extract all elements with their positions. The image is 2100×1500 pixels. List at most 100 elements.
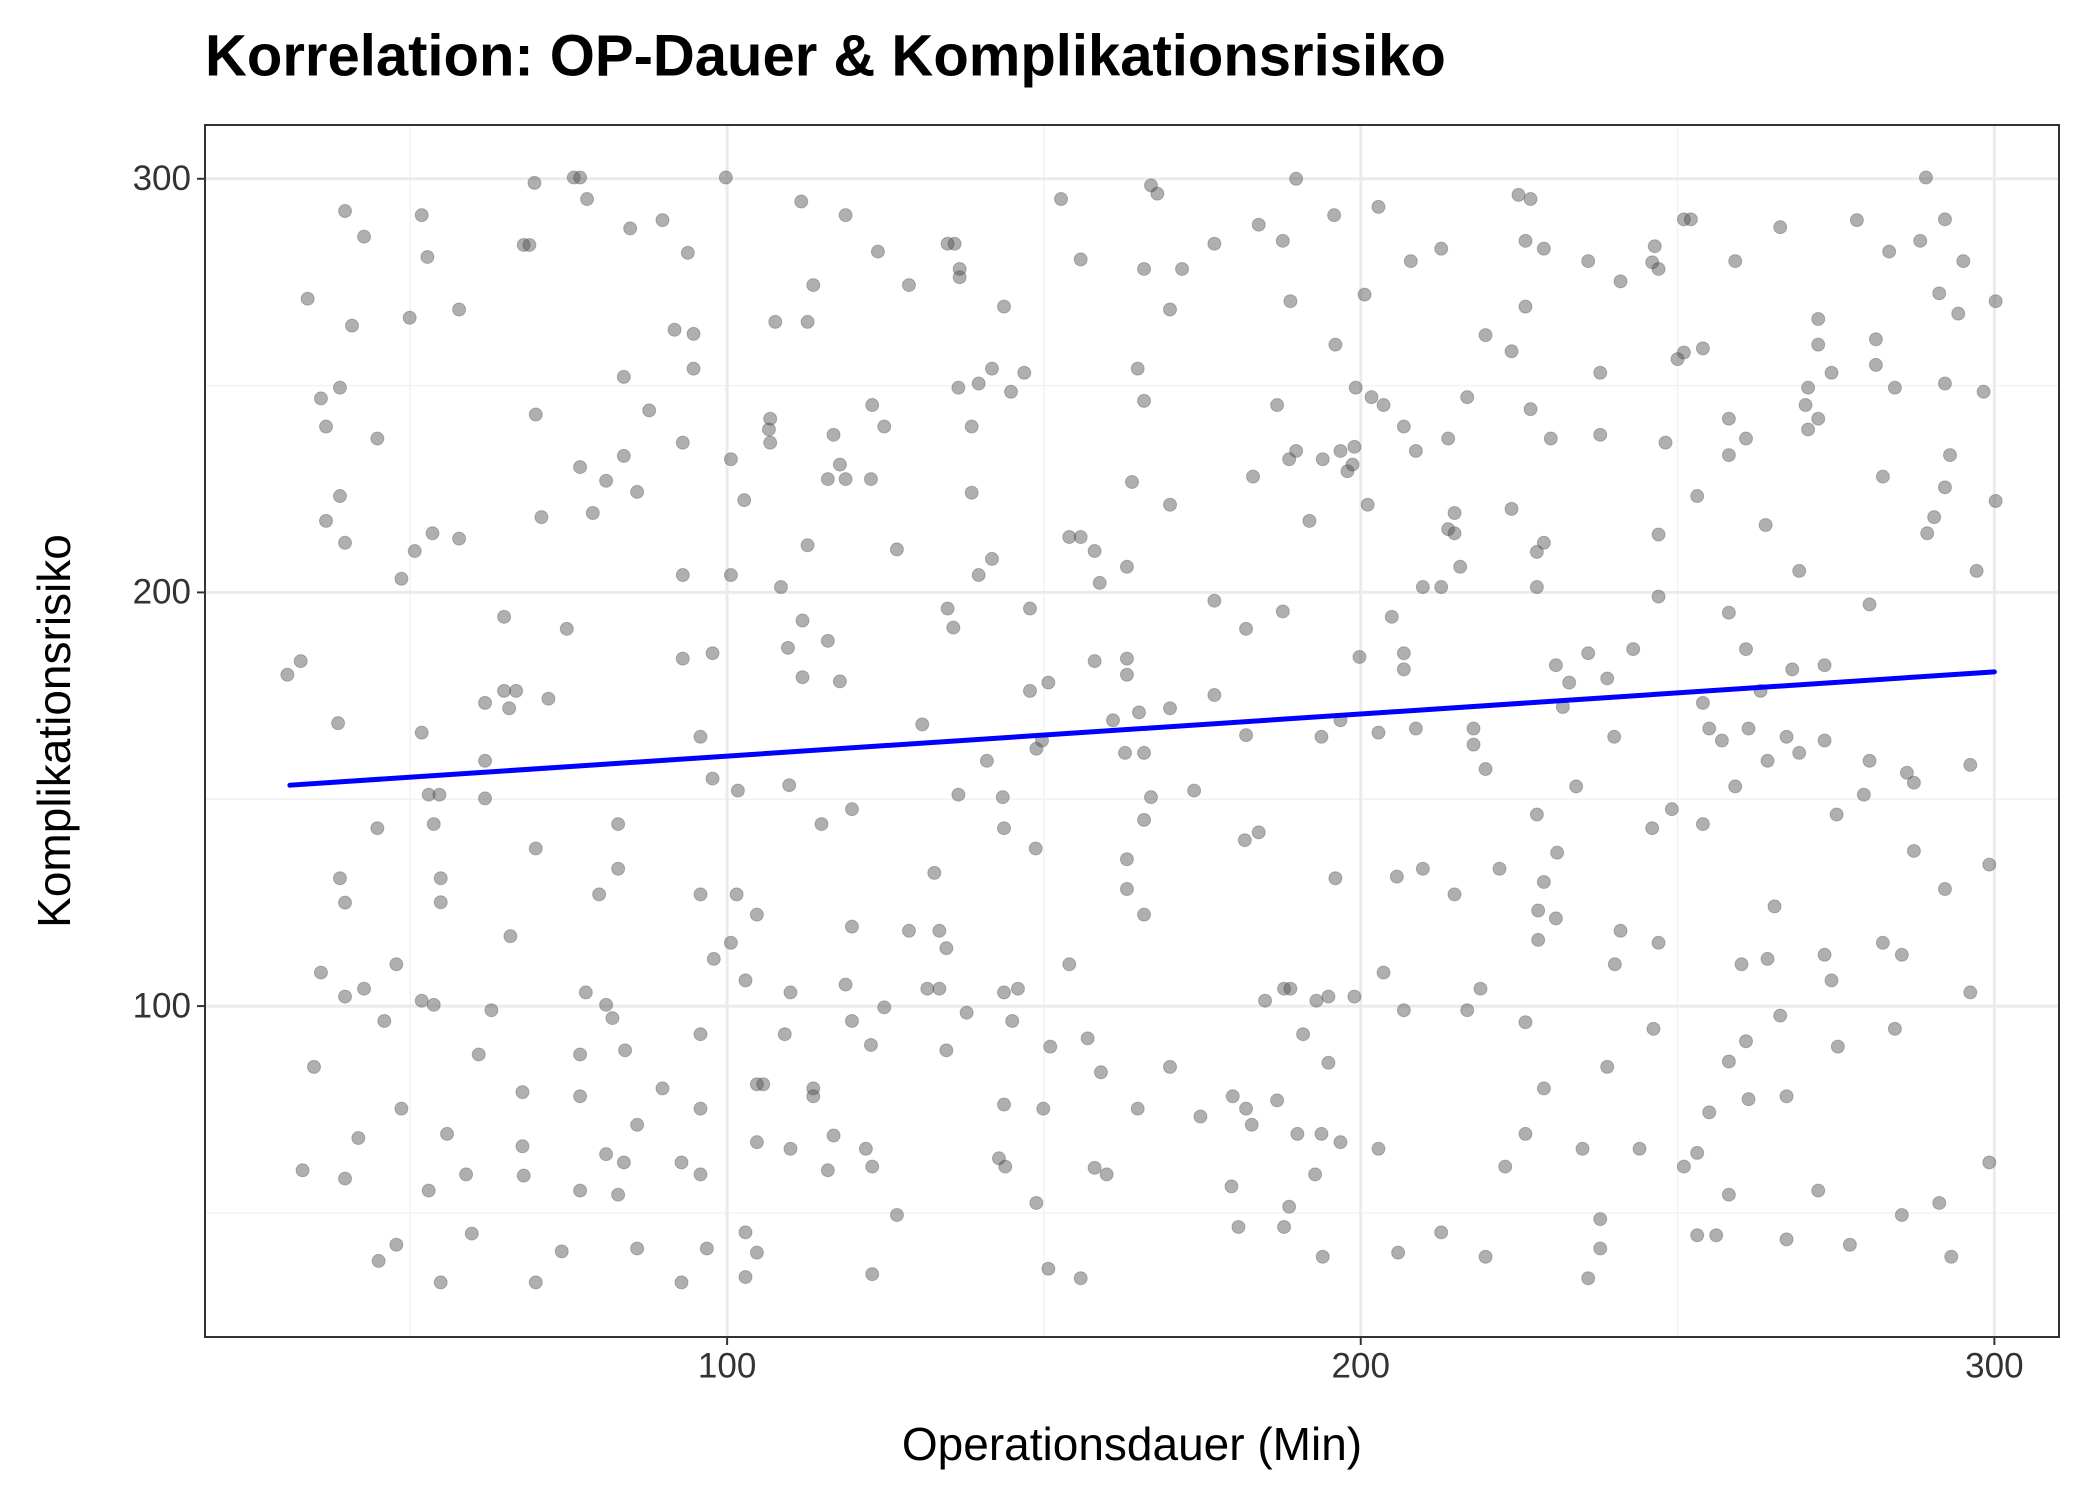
point	[1119, 667, 1134, 682]
point	[1779, 729, 1794, 744]
point	[566, 170, 581, 185]
point	[1600, 671, 1615, 686]
point	[1447, 887, 1462, 902]
point	[1721, 411, 1736, 426]
point	[1817, 733, 1832, 748]
point	[502, 701, 517, 716]
y-axis-title: Komplikationsrisiko	[28, 534, 80, 928]
point	[1187, 783, 1202, 798]
point	[573, 170, 588, 185]
point	[1523, 192, 1538, 207]
point	[1376, 398, 1391, 413]
point	[351, 1131, 366, 1146]
point	[1894, 947, 1909, 962]
point	[1988, 494, 2003, 509]
point	[1389, 869, 1404, 884]
point	[515, 1085, 530, 1100]
point	[1600, 1059, 1615, 1074]
point	[1709, 1228, 1724, 1243]
point	[1239, 621, 1254, 636]
point	[1932, 286, 1947, 301]
point	[1956, 254, 1971, 269]
point	[1593, 1241, 1608, 1256]
point	[1651, 261, 1666, 276]
point	[939, 941, 954, 956]
point	[1824, 365, 1839, 380]
point	[1887, 1021, 1902, 1036]
point	[1105, 713, 1120, 728]
point	[877, 419, 892, 434]
point	[946, 620, 961, 635]
point	[1963, 757, 1978, 772]
point	[1792, 745, 1807, 760]
point	[1676, 1159, 1691, 1174]
point	[1315, 1249, 1330, 1264]
point	[675, 651, 690, 666]
point	[952, 270, 967, 285]
point	[863, 472, 878, 487]
point	[1801, 422, 1816, 437]
x-tick-label: 100	[698, 1346, 756, 1385]
point	[452, 302, 467, 317]
point	[1010, 981, 1025, 996]
point	[1658, 435, 1673, 450]
point	[1920, 526, 1935, 541]
point	[484, 1003, 499, 1018]
point	[820, 472, 835, 487]
point	[616, 369, 631, 384]
point	[1702, 1105, 1717, 1120]
point	[541, 691, 556, 706]
point	[585, 506, 600, 521]
point	[573, 1047, 588, 1062]
point	[780, 640, 795, 655]
point	[1811, 411, 1826, 426]
point	[1988, 294, 2003, 309]
point	[1125, 474, 1139, 489]
point	[1714, 733, 1729, 748]
x-axis-title: Operationsdauer (Min)	[902, 1418, 1362, 1470]
point	[426, 997, 441, 1012]
point	[1951, 306, 1966, 321]
point	[1728, 779, 1743, 794]
point	[1842, 1237, 1857, 1252]
point	[1289, 171, 1304, 186]
point	[1937, 212, 1952, 227]
point	[623, 221, 638, 236]
point	[1536, 1081, 1551, 1096]
point	[377, 1013, 392, 1028]
point	[1447, 506, 1462, 521]
point	[616, 1155, 631, 1170]
point	[1119, 852, 1134, 867]
point	[1529, 544, 1544, 559]
point	[1645, 821, 1660, 836]
point	[1492, 861, 1507, 876]
point	[1779, 1089, 1794, 1104]
point	[1270, 1093, 1285, 1108]
point	[1207, 688, 1222, 703]
y-tick-label: 200	[133, 573, 191, 612]
point	[1982, 857, 1997, 872]
point	[1391, 1245, 1406, 1260]
point	[686, 326, 701, 341]
point	[1473, 981, 1488, 996]
point	[655, 1081, 670, 1096]
point	[1308, 1167, 1323, 1182]
x-tick-label: 300	[1965, 1346, 2023, 1385]
point	[997, 1097, 1012, 1112]
point	[1738, 642, 1753, 657]
point	[394, 1101, 409, 1116]
point	[313, 965, 328, 980]
point	[795, 670, 810, 685]
point	[858, 1141, 873, 1156]
point	[959, 1005, 974, 1020]
point	[1760, 753, 1775, 768]
point	[838, 977, 853, 992]
point	[826, 1128, 841, 1143]
point	[1613, 923, 1628, 938]
point	[795, 613, 810, 628]
point	[1130, 361, 1145, 376]
point	[749, 1135, 764, 1150]
point	[832, 457, 847, 472]
point	[1721, 1054, 1736, 1069]
